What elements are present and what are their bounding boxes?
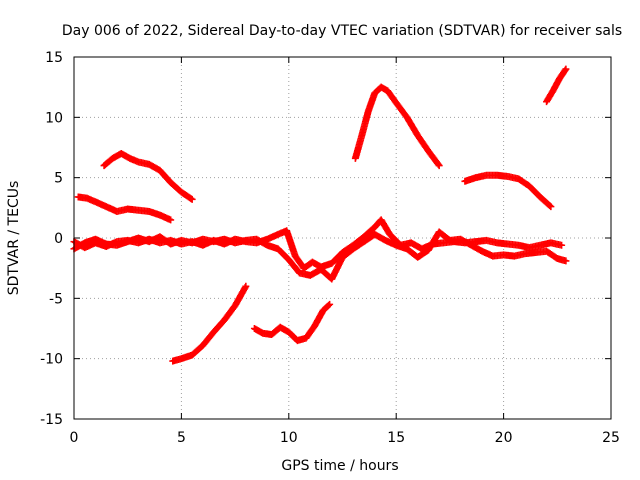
data-point (187, 195, 195, 203)
series-arc-2 (74, 193, 175, 224)
y-tick-label: -5 (49, 291, 63, 307)
x-tick-label: 10 (280, 430, 298, 446)
x-tick-label: 15 (387, 430, 405, 446)
y-tick-label: 0 (54, 231, 63, 247)
data-point (562, 257, 570, 265)
data-point (242, 282, 250, 290)
x-tick-label: 0 (70, 430, 79, 446)
x-tick-label: 5 (177, 430, 186, 446)
y-axis-label: SDTVAR / TECUs (6, 181, 22, 296)
data-point (547, 203, 555, 211)
series-arc-5 (543, 65, 570, 106)
y-tick-label: -10 (40, 352, 63, 368)
x-axis-label: GPS time / hours (281, 458, 398, 474)
y-tick-label: 5 (54, 171, 63, 187)
series-arc-4 (461, 171, 555, 211)
data-point (435, 162, 443, 170)
data-point (558, 241, 566, 249)
chart-title: Day 006 of 2022, Sidereal Day-to-day VTE… (62, 23, 622, 39)
series-arc-9 (70, 228, 570, 283)
y-tick-label: 15 (45, 50, 63, 66)
axis-ticks: 0 5 10 15 20 25 -15 -10 -5 0 5 10 15 (40, 50, 620, 446)
data-point (434, 160, 442, 168)
x-tick-label: 20 (495, 430, 513, 446)
data-point (326, 300, 334, 308)
data-point (546, 202, 554, 210)
series-arc-6 (169, 282, 250, 365)
data-point (325, 301, 333, 309)
series-arc-7 (250, 300, 334, 345)
series-arc-1 (100, 150, 196, 203)
y-tick-label: 10 (45, 110, 63, 126)
data-points (70, 65, 570, 365)
x-tick-label: 25 (602, 430, 620, 446)
series-arc-3 (351, 83, 443, 170)
data-point (167, 216, 175, 224)
y-tick-label: -15 (40, 412, 63, 428)
data-point (561, 66, 569, 74)
data-point (562, 65, 570, 73)
data-point (188, 195, 196, 203)
